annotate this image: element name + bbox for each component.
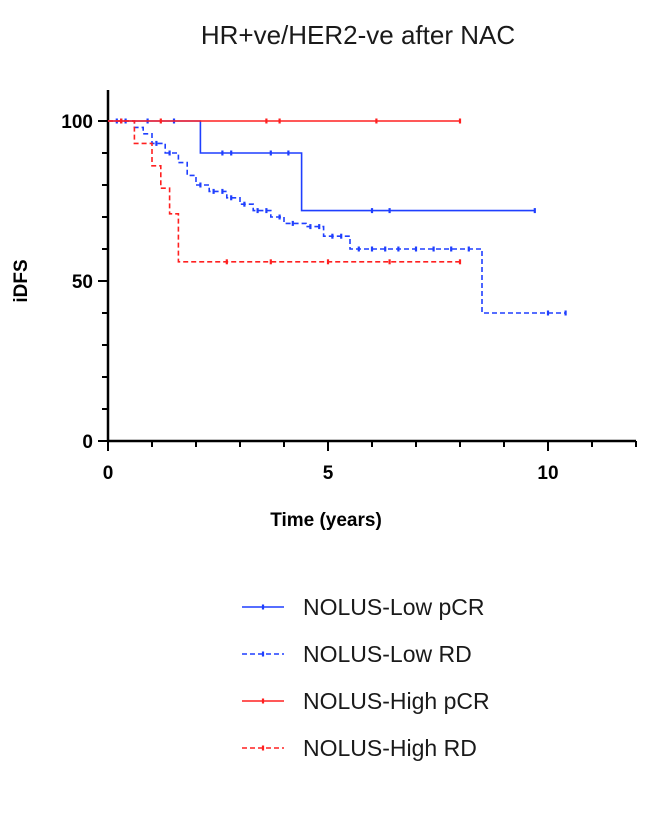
legend-item-nolus-high-rd: NOLUS-High RD xyxy=(242,735,477,761)
y-tick-label: 50 xyxy=(72,272,93,293)
y-tick-label: 100 xyxy=(61,112,93,133)
legend-item-nolus-low-rd: NOLUS-Low RD xyxy=(242,641,472,667)
x-tick-label: 5 xyxy=(323,463,334,484)
legend-item-nolus-high-pcr: NOLUS-High pCR xyxy=(242,688,490,714)
x-tick-label: 0 xyxy=(103,463,114,484)
series-nolus-high-pcr xyxy=(108,118,462,124)
series-nolus-low-rd xyxy=(108,118,567,316)
axes: 0 50 100 0 5 10 xyxy=(61,90,637,484)
legend-label: NOLUS-High pCR xyxy=(303,688,490,714)
series-lines xyxy=(108,118,567,316)
km-curve-nolus-low-rd xyxy=(108,120,566,314)
y-axis-label: iDFS xyxy=(11,259,32,302)
y-tick-label: 0 xyxy=(82,432,93,453)
km-curve-nolus-low-pcr xyxy=(108,120,535,212)
series-nolus-high-rd xyxy=(108,118,462,265)
chart-title: HR+ve/HER2-ve after NAC xyxy=(201,20,515,50)
legend-label: NOLUS-High RD xyxy=(303,735,477,761)
legend: NOLUS-Low pCR NOLUS-Low RD NOLUS-High pCR N… xyxy=(242,594,490,761)
x-tick-label: 10 xyxy=(537,463,558,484)
series-nolus-low-pcr xyxy=(108,118,536,214)
legend-label: NOLUS-Low pCR xyxy=(303,594,485,620)
x-axis-label: Time (years) xyxy=(270,510,382,531)
legend-label: NOLUS-Low RD xyxy=(303,641,472,667)
km-curve-nolus-high-rd xyxy=(108,120,460,263)
legend-item-nolus-low-pcr: NOLUS-Low pCR xyxy=(242,594,485,620)
